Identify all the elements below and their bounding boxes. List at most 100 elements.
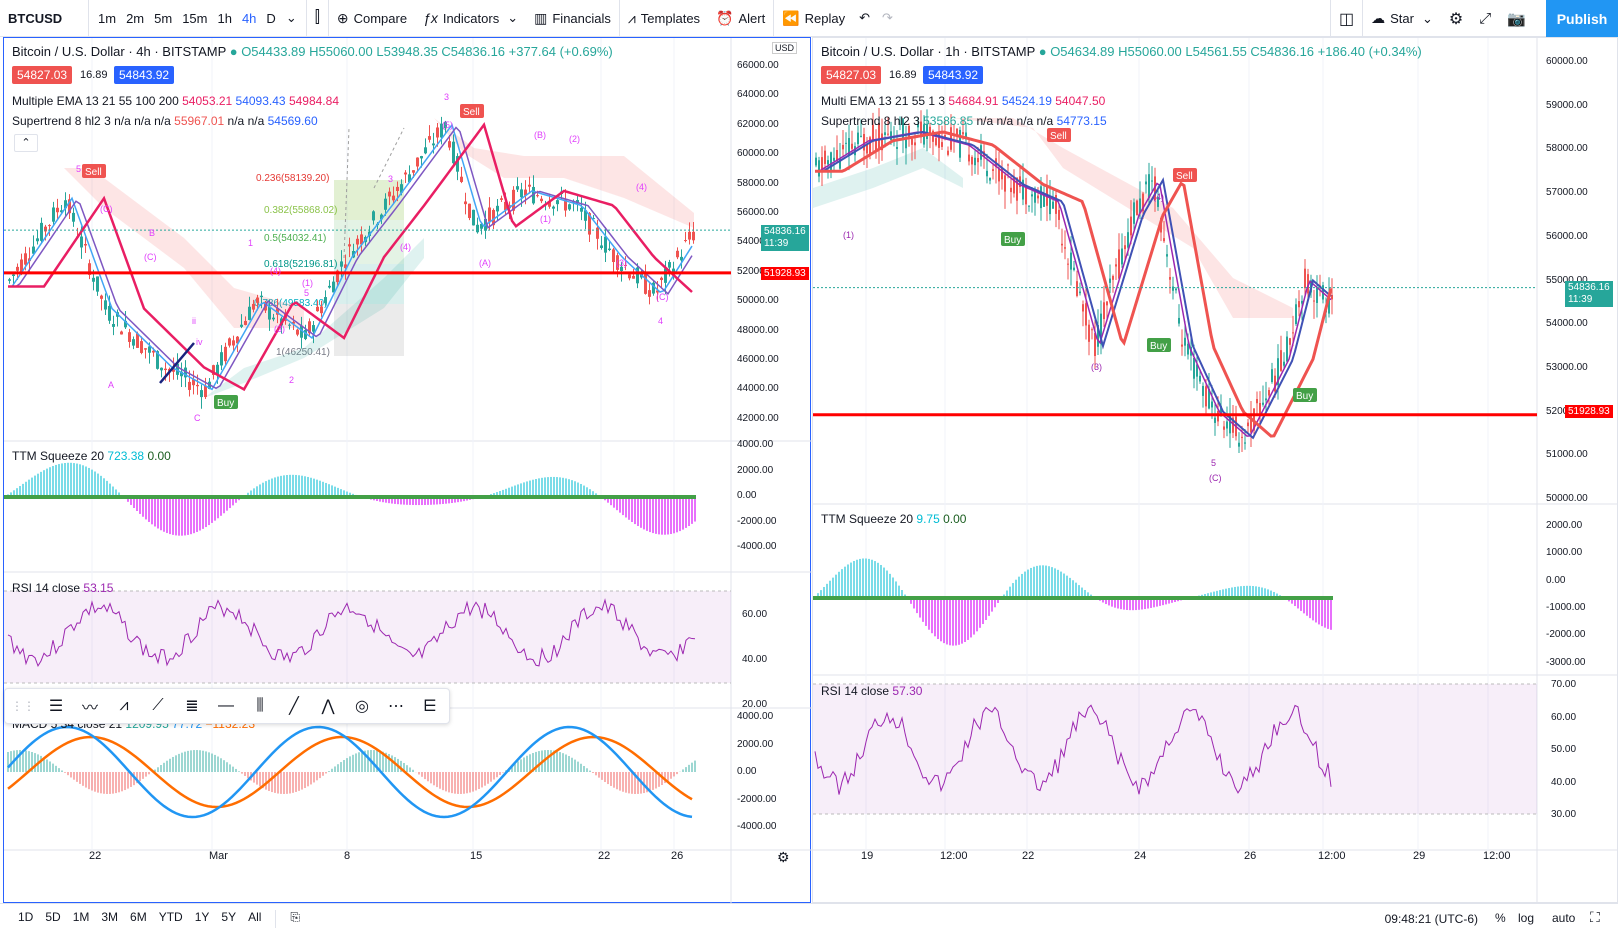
interval-5m[interactable]: 5m — [154, 10, 173, 26]
snapshot-button[interactable]: 📷 — [1499, 0, 1534, 37]
drag-handle-icon[interactable]: ⋮⋮ — [11, 699, 35, 713]
time-tick: 24 — [1134, 850, 1147, 862]
left-chart-pane[interactable]: 0.236(58139.20) 0.382(55868.02) 0.5(54032.… — [3, 37, 812, 904]
horizontal-lines-icon[interactable]: ☰ — [48, 698, 64, 715]
right-chart-pane[interactable]: Sell Sell Buy Buy Buy (1) (4) (3) 5 (C) Bitcoin /… — [812, 37, 1618, 904]
elliott-wave-abc-icon[interactable]: ⩘ — [119, 697, 129, 714]
interval-1m[interactable]: 1m — [98, 10, 117, 26]
left-ttm-legend[interactable]: TTM Squeeze 20 723.38 0.00 — [12, 449, 171, 463]
star-button[interactable]: ☁ Star ⌄ — [1363, 0, 1441, 37]
range-6M[interactable]: 6M — [130, 909, 147, 924]
time-tick: Mar — [209, 850, 228, 862]
vertical-lines-icon[interactable]: ⫼ — [256, 697, 264, 714]
alert-button[interactable]: ⏰ Alert — [708, 0, 773, 37]
sell-tag-text: Sell — [85, 167, 102, 178]
cycle-icon[interactable]: ◎ — [355, 698, 369, 715]
auto-toggle[interactable]: auto — [1552, 911, 1576, 925]
templates-button[interactable]: ⩘ Templates — [620, 0, 708, 37]
ttm-tick: 0.00 — [737, 490, 757, 501]
candle-body — [204, 385, 207, 398]
time-tick: 26 — [1244, 850, 1257, 862]
candle-body — [216, 364, 219, 376]
financials-button[interactable]: ▥ Financials — [526, 0, 619, 37]
indicators-button[interactable]: ƒx Indicators ⌄ — [415, 0, 526, 37]
interval-2m[interactable]: 2m — [126, 10, 145, 26]
right-spread: 16.89 — [889, 69, 917, 81]
wave-label: 3 — [444, 92, 449, 102]
chart-type-button[interactable]: ⫿ — [307, 0, 328, 37]
range-5Y[interactable]: 5Y — [221, 909, 237, 924]
range-3M[interactable]: 3M — [101, 909, 119, 924]
right-legend-title: Bitcoin / U.S. Dollar · 1h · BITSTAMP ● … — [821, 44, 1422, 59]
left-ask-badge[interactable]: 54843.92 — [114, 66, 175, 84]
goto-date-button[interactable]: ⎘ — [284, 910, 306, 928]
ema-13-line — [8, 123, 693, 391]
time-tick: 22 — [89, 850, 102, 862]
settings-lines-icon[interactable]: ⋿ — [423, 698, 437, 715]
candle-body — [620, 266, 623, 271]
log-toggle[interactable]: log — [1518, 911, 1535, 925]
left-supertrend-legend[interactable]: Supertrend 8 hl2 3 n/a n/a n/a 55967.01 … — [12, 114, 318, 128]
candle-body — [516, 186, 519, 190]
fib-retracement-icon[interactable]: ≣ — [185, 698, 199, 715]
range-YTD[interactable]: YTD — [158, 909, 183, 924]
interval-4h[interactable]: 4h — [241, 10, 257, 26]
candle-body — [1016, 177, 1018, 201]
range-5D[interactable]: 5D — [45, 909, 61, 924]
percent-toggle[interactable]: % — [1495, 911, 1506, 925]
parallel-channel-icon[interactable]: ⋯ — [388, 698, 404, 715]
range-1D[interactable]: 1D — [18, 909, 34, 924]
right-ttm-label: TTM Squeeze 20 — [821, 512, 914, 526]
candle-body — [1037, 195, 1039, 199]
rsi-line — [814, 704, 1332, 795]
time-tick: 26 — [671, 850, 684, 862]
left-last-time: 11:39 — [764, 238, 789, 249]
left-bid-badge[interactable]: 54827.03 — [12, 66, 73, 84]
range-1Y[interactable]: 1Y — [194, 909, 210, 924]
redo-button[interactable]: ↷ — [876, 0, 899, 37]
pattern-icon[interactable]: ⋀ — [321, 698, 335, 715]
left-chart-settings-button[interactable]: ⚙ — [777, 849, 790, 866]
candle-body — [692, 231, 695, 241]
clock[interactable]: 09:48:21 (UTC-6) — [1384, 912, 1478, 926]
settings-button[interactable]: ⚙ — [1441, 0, 1471, 37]
right-ask-badge[interactable]: 54843.92 — [923, 66, 984, 84]
right-bid-badge[interactable]: 54827.03 — [821, 66, 882, 84]
candle-body — [304, 329, 307, 340]
left-rsi-legend[interactable]: RSI 14 close 53.15 — [12, 581, 113, 595]
wave-label: 2 — [289, 375, 294, 385]
ray-icon[interactable]: ╱ — [289, 698, 299, 715]
range-1M[interactable]: 1M — [72, 909, 90, 924]
candle-body — [965, 132, 967, 140]
right-rsi-legend[interactable]: RSI 14 close 57.30 — [821, 684, 922, 698]
right-ttm-legend[interactable]: TTM Squeeze 20 9.75 0.00 — [821, 512, 966, 526]
candle-body — [824, 150, 826, 164]
ttm-tick: 4000.00 — [737, 439, 774, 450]
right-supertrend-legend[interactable]: Supertrend 8 hl2 3 53586.85 n/a n/a n/a … — [821, 114, 1107, 128]
wave-label: (C) — [656, 292, 669, 302]
candle-body — [1316, 287, 1318, 303]
collapse-legend-button[interactable]: ⌃ — [14, 134, 38, 152]
right-ema-value-2: 54524.19 — [1001, 94, 1052, 108]
interval-D[interactable]: D — [266, 10, 276, 26]
horizontal-line-icon[interactable]: — — [218, 697, 234, 714]
fullscreen-button[interactable]: ⤢ — [1471, 0, 1499, 37]
compare-button[interactable]: ⊕ Compare — [329, 0, 415, 37]
right-ema-legend[interactable]: Multi EMA 13 21 55 1 3 54684.91 54524.19… — [821, 94, 1105, 108]
trend-line-icon[interactable]: ⟋ — [152, 697, 164, 714]
replay-button[interactable]: ⏪ Replay — [774, 0, 853, 37]
interval-15m[interactable]: 15m — [182, 10, 208, 26]
candle-body — [998, 168, 1000, 182]
candle-body — [440, 123, 443, 138]
symbol-search[interactable]: BTCUSD — [0, 0, 88, 37]
range-All[interactable]: All — [248, 909, 262, 924]
fit-screen-button[interactable]: ⛶ — [1590, 909, 1600, 926]
wave-label: iv — [196, 337, 203, 347]
elliott-wave-12345-icon[interactable]: 〰 — [81, 700, 98, 717]
layout-button[interactable]: ◫ — [1331, 0, 1362, 37]
interval-1h[interactable]: 1h — [217, 10, 232, 26]
publish-button[interactable]: Publish — [1546, 0, 1618, 37]
interval-dropdown-chevron-icon[interactable]: ⌄ — [285, 10, 297, 25]
left-ema-legend[interactable]: Multiple EMA 13 21 55 100 200 54053.21 5… — [12, 94, 339, 108]
undo-button[interactable]: ↶ — [853, 0, 876, 37]
